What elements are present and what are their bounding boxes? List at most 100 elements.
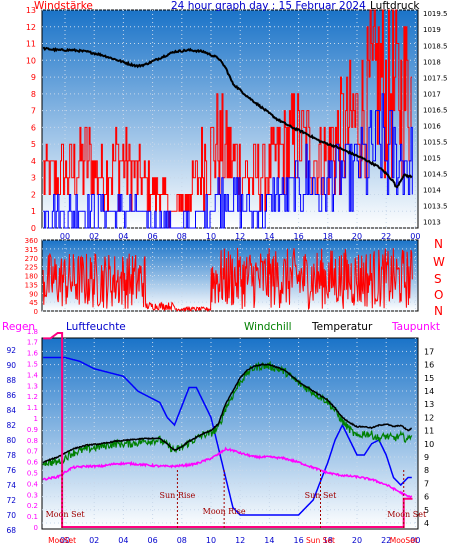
p1-ytick-right-2: 1014 (423, 187, 441, 195)
panel3-left-axes: 68 70 72 74 76 78 80 82 84 86 88 90 92 0 0.1 0.2 0.3 0.4 0… (6, 328, 38, 535)
temperature-line (42, 363, 412, 464)
p3-xtick-12: 00 (410, 536, 420, 545)
p1-xtick-0: 00 (60, 232, 70, 241)
p3-regentick-18: 1.8 (27, 328, 38, 336)
p1-ytick-left-13: 13 (26, 6, 36, 15)
p1-ytick-left-9: 9 (31, 73, 36, 82)
p1-xtick-4: 08 (177, 232, 187, 241)
dir-letter-o: O (434, 288, 444, 302)
p1-xtick-2: 04 (118, 232, 128, 241)
p3-xtick-3: 06 (148, 536, 158, 545)
p3-xtick-0: 00 (60, 536, 70, 545)
temperatur-label: Temperatur (312, 321, 373, 333)
p3-regentick-6: 0.6 (27, 459, 39, 467)
marker-label-1: Sun Rise (160, 491, 196, 500)
p1-ytick-left-3: 3 (31, 174, 36, 183)
p3-humtick-9: 86 (6, 391, 16, 400)
p2-ytick-0: 0 (34, 308, 38, 316)
p3-humtick-4: 76 (6, 466, 16, 475)
p3-regentick-2: 0.2 (27, 502, 38, 510)
p1-ytick-right-3: 1014.5 (423, 171, 448, 179)
p1-ytick-right-10: 1018 (423, 58, 441, 66)
p3-regentick-1: 0.1 (27, 513, 38, 521)
p3-temptick-6: 10 (424, 440, 434, 449)
p1-ytick-left-2: 2 (31, 190, 36, 199)
p1-ytick-right-0: 1013 (423, 219, 441, 227)
p3-temptick-12: 16 (424, 361, 434, 370)
p3-regentick-11: 1.1 (27, 404, 38, 412)
p3-axis-sunset-label: Sun Set (306, 536, 335, 545)
panel3-right-axis: 4 5 6 7 8 9 10 11 12 13 14 15 16 17 (424, 347, 434, 528)
dir-letter-w: W (433, 255, 445, 269)
p1-xtick-11: 22 (381, 232, 391, 241)
p3-regentick-3: 0.3 (27, 491, 38, 499)
p3-xtick-5: 10 (206, 536, 216, 545)
marker-label-2: Moon Rise (203, 507, 246, 516)
p1-xtick-3: 06 (148, 232, 158, 241)
p3-xtick-4: 08 (177, 536, 187, 545)
p3-humtick-6: 80 (6, 436, 16, 445)
p3-temptick-4: 8 (424, 466, 429, 475)
p3-regentick-10: 1 (34, 415, 38, 423)
p1-ytick-left-12: 12 (26, 23, 36, 32)
p1-ytick-left-10: 10 (26, 56, 36, 65)
p3-xtick-2: 04 (118, 536, 128, 545)
p3-temptick-11: 15 (424, 374, 434, 383)
p3-xtick-9: 18 (323, 536, 333, 545)
panel1-series (42, 9, 413, 229)
p3-humtick-1: 70 (6, 511, 16, 520)
p1-ytick-left-5: 5 (31, 140, 36, 149)
p2-ytick-2: 90 (29, 290, 38, 298)
p3-temptick-5: 9 (424, 453, 429, 462)
p3-humtick-12: 92 (6, 346, 16, 355)
p3-regentick-15: 1.5 (27, 361, 38, 369)
p3-humtick-0: 68 (6, 526, 16, 535)
p3-regentick-9: 0.9 (27, 426, 38, 434)
p1-xtick-1: 02 (89, 232, 99, 241)
p1-xtick-6: 12 (235, 232, 245, 241)
p1-ytick-right-5: 1015.5 (423, 138, 448, 146)
p1-ytick-right-4: 1015 (423, 154, 441, 162)
p3-humtick-3: 74 (6, 481, 16, 490)
marker-label-0: Moon Set (46, 510, 86, 519)
windstaerke-label: Windstärke (34, 0, 93, 12)
p1-xtick-5: 10 (206, 232, 216, 241)
p3-regentick-17: 1.7 (27, 339, 38, 347)
p3-temptick-10: 14 (424, 387, 434, 396)
humidity-line (43, 356, 412, 516)
p2-ytick-6: 270 (25, 255, 38, 263)
p1-xtick-10: 20 (352, 232, 362, 241)
p1-ytick-right-7: 1016.5 (423, 106, 448, 114)
p1-ytick-left-4: 4 (31, 157, 36, 166)
p1-ytick-left-11: 11 (26, 40, 36, 49)
p3-xtick-8: 16 (294, 536, 304, 545)
p3-humtick-8: 84 (6, 406, 16, 415)
p3-temptick-9: 13 (424, 400, 434, 409)
p3-temptick-3: 7 (424, 479, 429, 488)
dewpoint-line (42, 446, 413, 500)
p3-regentick-7: 0.7 (27, 448, 38, 456)
p1-ytick-left-0: 0 (31, 224, 36, 233)
p2-ytick-7: 315 (25, 246, 38, 254)
panel3-plot-area (41, 337, 419, 530)
p1-xtick-12: 00 (410, 232, 420, 241)
p3-regentick-0: 0 (34, 524, 38, 532)
p3-xtick-7: 14 (264, 536, 274, 545)
p3-regentick-13: 1.3 (27, 382, 38, 390)
pressure-line (42, 46, 413, 189)
p1-ytick-left-8: 8 (31, 90, 36, 99)
p1-ytick-left-6: 6 (31, 123, 36, 132)
p3-xtick-1: 02 (89, 536, 99, 545)
panel1-x-axis: 00 02 04 06 08 10 12 14 16 18 20 22 00 (60, 232, 421, 241)
p3-humtick-2: 72 (6, 496, 16, 505)
p3-axis-moonset-label: MooSet (48, 536, 76, 545)
p3-regentick-14: 1.4 (27, 371, 39, 379)
panel2-series (42, 247, 413, 313)
taupunkt-label: Taupunkt (392, 321, 440, 333)
p3-temptick-2: 6 (424, 493, 429, 502)
p2-ytick-5: 225 (25, 264, 38, 272)
p2-ytick-1: 45 (29, 299, 38, 307)
p3-regentick-16: 1.6 (27, 350, 39, 358)
